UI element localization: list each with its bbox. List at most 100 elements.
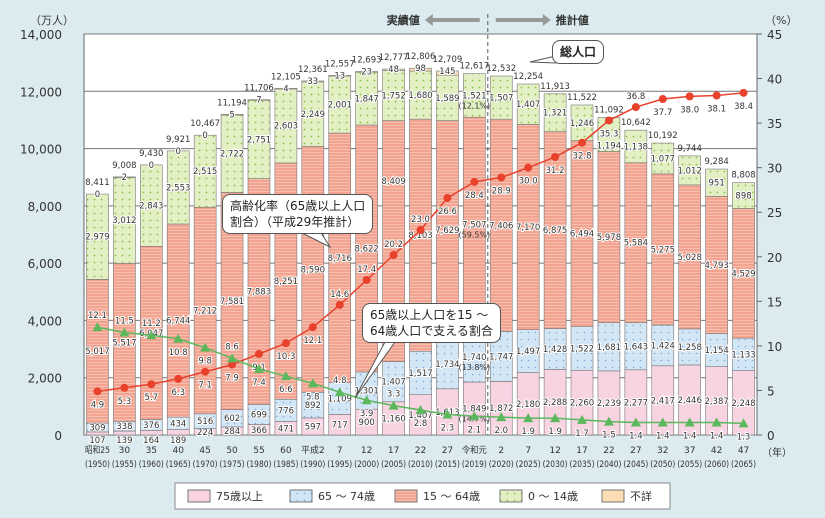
bar-value-label: 2,180 [516,400,540,410]
bar-value-label: 2,001 [328,100,352,110]
bar-value-label: 98 [415,64,426,74]
x-tick-label: 50 [226,446,238,456]
bar-segment [113,176,136,179]
support-ratio-label: 1.4 [710,432,724,442]
x-tick-label: 7 [337,446,343,456]
aging-rate-point [201,367,210,376]
y-tick-left: 8,000 [28,200,62,214]
bar-segment [409,67,432,72]
bar-value-label: 164 [143,436,159,446]
bar-value-label: 5,028 [678,253,702,263]
x-tick-label: 40 [172,446,184,456]
total-label: 11,194 [217,98,247,108]
share-label-2019: (12.1%) [459,101,491,110]
support-ratio-point [253,364,264,374]
y-axis-label-right: （%） [765,14,797,27]
bar-segment [301,80,325,83]
x-tick-label: 45 [199,446,210,456]
aging-rate-point [308,323,317,332]
bar-value-label: 434 [170,419,186,429]
aging-rate-point [685,92,694,101]
support-ratio-label: 2.1 [468,425,482,435]
total-label: 12,806 [406,52,436,62]
support-ratio-label: 8.6 [225,342,239,352]
bar-value-label: 1,407 [408,411,432,421]
aging-rate-point [578,138,587,147]
legend-swatch [187,489,211,503]
x-tick-year: (2005) [381,460,406,470]
callout-total-population: 総人口 [552,40,605,64]
callout-support-ratio: 65歳以上人口を15 ～ 64歳人口で支える割合 [362,303,501,343]
support-ratio-point [657,417,668,427]
bar-value-label: 189 [170,436,186,446]
bar-value-label: 699 [251,411,267,421]
bar-value-label: 717 [332,421,348,431]
bar-segment [247,99,271,101]
bar-value-label: 0 [202,131,207,141]
bar-value-label: 7,581 [220,297,244,307]
share-label-2019: (59.5%) [459,231,491,240]
bar-value-label: 1,154 [704,346,728,356]
support-ratio-point [388,400,399,410]
bar-segment [651,142,675,175]
aging-rate-point [228,360,237,369]
support-ratio-point [119,327,130,337]
support-ratio-point [711,417,722,427]
bar-value-label: 7,212 [193,307,217,317]
legend-label: 15 ～ 64歳 [423,490,480,503]
bar-value-label: 338 [116,422,132,432]
support-ratio-point [200,342,211,352]
y-tick-left: 2,000 [28,372,62,386]
bar-segment [624,129,648,164]
bar-value-label: 602 [224,414,240,424]
total-label: 9,008 [112,161,136,171]
bar-value-label: 7,629 [435,226,459,236]
bar-value-label: 3,012 [112,216,136,226]
bar-value-label: 4,529 [731,269,755,279]
support-ratio-point [550,413,561,423]
support-ratio-label: 1.9 [521,427,535,437]
bar-value-label: 1,849 [462,405,486,415]
support-ratio-point [415,405,426,415]
aging-rate-point [658,95,667,104]
support-ratio-label: 12.1 [88,311,107,321]
bar-value-label: 224 [197,428,213,438]
aging-rate-point [281,339,290,348]
aging-rate-point [470,177,479,186]
total-label: 10,192 [648,131,678,141]
x-tick-year: (1975) [220,460,245,470]
total-label: 12,693 [352,55,382,65]
legend-swatch [499,489,523,503]
aging-rate-label: 36.8 [626,92,645,102]
x-tick-label: 昭和25 [85,445,110,456]
total-label: 10,467 [190,119,220,129]
aging-rate-label: 30.0 [519,177,538,187]
aging-rate-label: 5.7 [145,393,159,403]
x-tick-year: (2000) [354,460,379,470]
support-ratio-point [738,418,749,428]
bar-value-label: 1,734 [435,360,459,370]
y-tick-left: 6,000 [28,257,62,271]
bar-value-label: 1,133 [731,350,755,360]
bar-value-label: 0 [95,190,100,200]
bar-segment [382,68,405,71]
bar-value-label: 23 [361,67,372,77]
bar-value-label: 516 [197,417,213,427]
bar-value-label: 898 [735,192,751,202]
bar-value-label: 2,277 [624,398,648,408]
bar-segment [86,193,109,280]
aging-rate-point [254,349,263,358]
support-ratio-label: 3.9 [360,409,374,419]
bar-value-label: 1,497 [516,347,540,357]
y-tick-left: 10,000 [20,143,62,157]
total-label: 12,777 [379,53,409,63]
bar-value-label: 1,407 [381,378,405,388]
aging-rate-label: 26.6 [438,207,457,217]
total-label: 12,532 [486,64,516,74]
support-ratio-point [280,371,291,381]
bar-segment [705,168,728,197]
x-tick-year: (2035) [570,460,595,470]
bar-value-label: 5,517 [112,338,136,348]
bar-value-label: 7 [256,96,261,106]
